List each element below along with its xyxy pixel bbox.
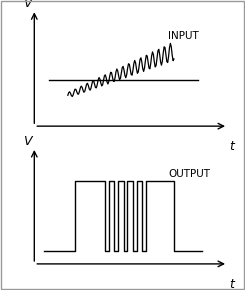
- Text: INPUT: INPUT: [168, 31, 199, 41]
- Text: V: V: [23, 0, 31, 10]
- Text: OUTPUT: OUTPUT: [168, 168, 210, 179]
- Text: t: t: [229, 140, 234, 153]
- Text: V: V: [23, 135, 31, 148]
- Text: t: t: [229, 278, 234, 290]
